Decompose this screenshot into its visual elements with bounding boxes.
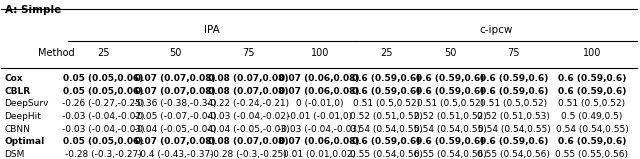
Text: 0.55 (0.55,0.56): 0.55 (0.55,0.56)	[556, 150, 628, 159]
Text: 50: 50	[444, 48, 456, 58]
Text: 100: 100	[310, 48, 329, 58]
Text: DSM: DSM	[4, 150, 25, 159]
Text: 0.51 (0.5,0.52): 0.51 (0.5,0.52)	[353, 100, 420, 108]
Text: 0.6 (0.59,0.6): 0.6 (0.59,0.6)	[480, 74, 548, 83]
Text: 0.08 (0.07,0.08): 0.08 (0.07,0.08)	[208, 74, 289, 83]
Text: 0.6 (0.59,0.6): 0.6 (0.59,0.6)	[416, 137, 484, 146]
Text: 0.54 (0.54,0.55): 0.54 (0.54,0.55)	[414, 125, 486, 134]
Text: 0.6 (0.59,0.6): 0.6 (0.59,0.6)	[353, 137, 420, 146]
Text: 0.54 (0.54,0.55): 0.54 (0.54,0.55)	[477, 125, 550, 134]
Text: 0.6 (0.59,0.6): 0.6 (0.59,0.6)	[557, 137, 626, 146]
Text: -0.22 (-0.24,-0.21): -0.22 (-0.24,-0.21)	[207, 100, 289, 108]
Text: 0.5 (0.49,0.5): 0.5 (0.49,0.5)	[561, 112, 623, 121]
Text: 0.05 (0.05,0.06): 0.05 (0.05,0.06)	[63, 74, 143, 83]
Text: -0.04 (-0.05,-0.03): -0.04 (-0.05,-0.03)	[207, 125, 289, 134]
Text: 0.51 (0.5,0.52): 0.51 (0.5,0.52)	[481, 100, 547, 108]
Text: 0.07 (0.07,0.08): 0.07 (0.07,0.08)	[134, 87, 215, 96]
Text: 0.08 (0.07,0.08): 0.08 (0.07,0.08)	[208, 87, 289, 96]
Text: -0.03 (-0.04,-0.02): -0.03 (-0.04,-0.02)	[207, 112, 289, 121]
Text: 0.52 (0.51,0.53): 0.52 (0.51,0.53)	[477, 112, 550, 121]
Text: -0.03 (-0.04,-0.03): -0.03 (-0.04,-0.03)	[278, 125, 361, 134]
Text: 0 (-0.01,0): 0 (-0.01,0)	[296, 100, 344, 108]
Text: 0.6 (0.59,0.6): 0.6 (0.59,0.6)	[480, 137, 548, 146]
Text: 0.6 (0.59,0.6): 0.6 (0.59,0.6)	[557, 87, 626, 96]
Text: 0.6 (0.59,0.6): 0.6 (0.59,0.6)	[353, 87, 420, 96]
Text: 0.52 (0.51,0.52): 0.52 (0.51,0.52)	[414, 112, 486, 121]
Text: 0.05 (0.05,0.06): 0.05 (0.05,0.06)	[63, 137, 143, 146]
Text: 0.55 (0.54,0.56): 0.55 (0.54,0.56)	[477, 150, 550, 159]
Text: 0.07 (0.06,0.08): 0.07 (0.06,0.08)	[280, 74, 360, 83]
Text: IPA: IPA	[204, 25, 220, 35]
Text: 25: 25	[380, 48, 393, 58]
Text: Cox: Cox	[4, 74, 23, 83]
Text: -0.36 (-0.38,-0.34): -0.36 (-0.38,-0.34)	[134, 100, 216, 108]
Text: 50: 50	[169, 48, 181, 58]
Text: 0.52 (0.51,0.52): 0.52 (0.51,0.52)	[350, 112, 423, 121]
Text: -0.4 (-0.43,-0.37): -0.4 (-0.43,-0.37)	[136, 150, 213, 159]
Text: 0.6 (0.59,0.6): 0.6 (0.59,0.6)	[416, 74, 484, 83]
Text: DeepHit: DeepHit	[4, 112, 42, 121]
Text: 0.6 (0.59,0.6): 0.6 (0.59,0.6)	[416, 87, 484, 96]
Text: 0.6 (0.59,0.6): 0.6 (0.59,0.6)	[480, 87, 548, 96]
Text: -0.01 (-0.01,0): -0.01 (-0.01,0)	[287, 112, 352, 121]
Text: 25: 25	[97, 48, 109, 58]
Text: 0.07 (0.07,0.08): 0.07 (0.07,0.08)	[134, 137, 215, 146]
Text: 0.54 (0.54,0.55): 0.54 (0.54,0.55)	[350, 125, 423, 134]
Text: 0.07 (0.06,0.08): 0.07 (0.06,0.08)	[280, 87, 360, 96]
Text: 75: 75	[242, 48, 254, 58]
Text: 0.08 (0.07,0.08): 0.08 (0.07,0.08)	[208, 137, 289, 146]
Text: -0.03 (-0.04,-0.03): -0.03 (-0.04,-0.03)	[62, 125, 145, 134]
Text: 0.55 (0.54,0.56): 0.55 (0.54,0.56)	[350, 150, 423, 159]
Text: 0.01 (0.01,0.02): 0.01 (0.01,0.02)	[284, 150, 356, 159]
Text: -0.28 (-0.3,-0.27): -0.28 (-0.3,-0.27)	[65, 150, 141, 159]
Text: CBLR: CBLR	[4, 87, 31, 96]
Text: DeepSurv: DeepSurv	[4, 100, 49, 108]
Text: 0.05 (0.05,0.06): 0.05 (0.05,0.06)	[63, 87, 143, 96]
Text: -0.05 (-0.07,-0.04): -0.05 (-0.07,-0.04)	[134, 112, 216, 121]
Text: 100: 100	[583, 48, 601, 58]
Text: 0.6 (0.59,0.6): 0.6 (0.59,0.6)	[557, 74, 626, 83]
Text: -0.26 (-0.27,-0.25): -0.26 (-0.27,-0.25)	[62, 100, 145, 108]
Text: CBNN: CBNN	[4, 125, 31, 134]
Text: 0.51 (0.5,0.52): 0.51 (0.5,0.52)	[558, 100, 625, 108]
Text: -0.03 (-0.04,-0.02): -0.03 (-0.04,-0.02)	[62, 112, 145, 121]
Text: 75: 75	[508, 48, 520, 58]
Text: Method: Method	[38, 48, 75, 58]
Text: -0.04 (-0.05,-0.04): -0.04 (-0.05,-0.04)	[134, 125, 216, 134]
Text: 0.55 (0.54,0.56): 0.55 (0.54,0.56)	[414, 150, 486, 159]
Text: 0.07 (0.07,0.08): 0.07 (0.07,0.08)	[134, 74, 215, 83]
Text: Optimal: Optimal	[4, 137, 45, 146]
Text: 0.07 (0.06,0.08): 0.07 (0.06,0.08)	[280, 137, 360, 146]
Text: c-ipcw: c-ipcw	[480, 25, 513, 35]
Text: 0.6 (0.59,0.6): 0.6 (0.59,0.6)	[353, 74, 420, 83]
Text: A: Simple: A: Simple	[4, 5, 61, 15]
Text: 0.51 (0.5,0.52): 0.51 (0.5,0.52)	[417, 100, 484, 108]
Text: -0.28 (-0.3,-0.25): -0.28 (-0.3,-0.25)	[210, 150, 287, 159]
Text: 0.54 (0.54,0.55): 0.54 (0.54,0.55)	[556, 125, 628, 134]
